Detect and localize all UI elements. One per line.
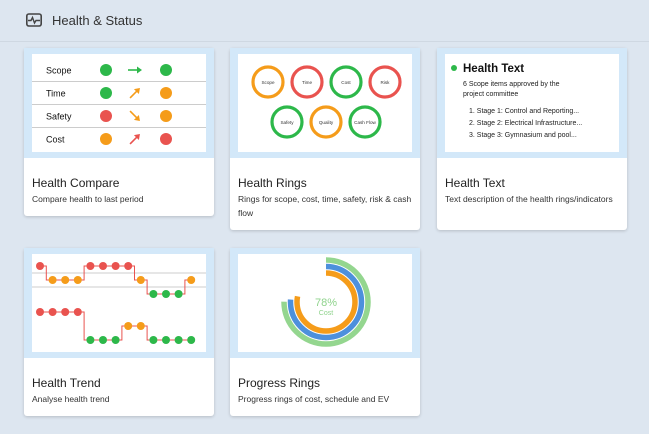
trend-arrow-icon bbox=[128, 66, 142, 74]
trend-point-b bbox=[124, 322, 133, 330]
previous-status-dot bbox=[100, 110, 112, 122]
ring-label: Risk bbox=[381, 80, 391, 85]
health-compare-preview: Scope Time Safety Cost bbox=[32, 54, 206, 152]
trend-point-b bbox=[162, 336, 170, 344]
trend-arrow-icon bbox=[129, 88, 140, 99]
card-health-compare[interactable]: Scope Time Safety Cost Health Compare Compa… bbox=[24, 48, 214, 216]
card-description: Analyse health trend bbox=[32, 394, 110, 404]
card-description: Rings for scope, cost, time, safety, ris… bbox=[238, 194, 412, 218]
progress-value: 78% bbox=[315, 297, 337, 309]
preview-summary-line: 6 Scope items approved by the bbox=[463, 81, 560, 88]
health-ring: Safety bbox=[270, 105, 304, 139]
preview-list-item: 3. Stage 3: Gymnasium and pool... bbox=[469, 132, 577, 139]
card-title: Health Compare bbox=[32, 176, 120, 190]
trend-point-b bbox=[36, 308, 44, 316]
ring-label: Safety bbox=[280, 120, 294, 125]
current-status-dot bbox=[160, 110, 172, 122]
card-title: Progress Rings bbox=[238, 376, 321, 390]
preview-heading: Health Text bbox=[463, 63, 524, 75]
health-text-preview: Health Text 6 Scope items approved by th… bbox=[445, 54, 619, 152]
trend-point-a bbox=[73, 276, 82, 284]
health-ring: Quality bbox=[309, 105, 343, 139]
card-preview: 78% Cost bbox=[230, 248, 420, 358]
trend-point-b bbox=[99, 336, 107, 344]
current-status-dot bbox=[160, 64, 172, 76]
health-rings-preview: Scope Time Cost Risk Safety Quality Cash Flow bbox=[238, 54, 412, 152]
ring-label: Time bbox=[302, 80, 312, 85]
trend-point-a bbox=[187, 276, 196, 284]
trend-point-a bbox=[174, 290, 183, 298]
card-preview bbox=[24, 248, 214, 358]
previous-status-dot bbox=[100, 133, 112, 145]
preview-summary-line: project committee bbox=[463, 91, 518, 98]
page-title: Health & Status bbox=[52, 13, 143, 28]
trend-point-a bbox=[162, 290, 170, 298]
health-ring: Time bbox=[290, 65, 324, 99]
card-health-rings[interactable]: Scope Time Cost Risk Safety Quality Cash Flow … bbox=[230, 48, 420, 230]
progress-label: Cost bbox=[319, 310, 333, 317]
compare-row-label: Safety bbox=[46, 112, 72, 122]
preview-list-item: 1. Stage 1: Control and Reporting... bbox=[469, 108, 579, 115]
trend-point-a bbox=[136, 276, 145, 284]
trend-point-b bbox=[174, 336, 183, 344]
health-ring: Risk bbox=[368, 65, 402, 99]
previous-status-dot bbox=[100, 87, 112, 99]
card-description: Text description of the health rings/ind… bbox=[445, 194, 613, 204]
trend-point-b bbox=[86, 336, 95, 344]
card-health-trend[interactable]: Health Trend Analyse health trend bbox=[24, 248, 214, 416]
trend-point-b bbox=[149, 336, 158, 344]
health-ring: Cash Flow bbox=[348, 105, 382, 139]
trend-point-a bbox=[61, 276, 70, 284]
card-description: Compare health to last period bbox=[32, 194, 144, 204]
progress-ring-cost bbox=[294, 270, 358, 334]
ring-label: Cost bbox=[341, 80, 351, 85]
trend-point-a bbox=[86, 262, 95, 270]
trend-arrow-icon bbox=[129, 134, 140, 145]
card-progress-rings[interactable]: 78% Cost Progress Rings Progress rings o… bbox=[230, 248, 420, 416]
card-title: Health Rings bbox=[238, 176, 307, 190]
card-health-text[interactable]: Health Text 6 Scope items approved by th… bbox=[437, 48, 627, 230]
current-status-dot bbox=[160, 133, 172, 145]
pulse-icon bbox=[26, 13, 42, 27]
trend-point-b bbox=[73, 308, 82, 316]
ring-label: Cash Flow bbox=[354, 120, 376, 125]
status-dot bbox=[451, 65, 457, 71]
trend-point-b bbox=[111, 336, 120, 344]
card-preview: Health Text 6 Scope items approved by th… bbox=[437, 48, 627, 158]
trend-point-b bbox=[136, 322, 145, 330]
ring-label: Scope bbox=[261, 80, 274, 85]
trend-point-a bbox=[149, 290, 158, 298]
progress-ring-schedule bbox=[287, 263, 365, 341]
preview-list-item: 2. Stage 2: Electrical Infrastructure... bbox=[469, 120, 582, 127]
health-ring: Scope bbox=[251, 65, 285, 99]
trend-point-a bbox=[36, 262, 44, 270]
card-title: Health Trend bbox=[32, 376, 101, 390]
page-header: Health & Status bbox=[0, 0, 649, 42]
compare-row-label: Cost bbox=[46, 135, 65, 145]
trend-point-a bbox=[48, 276, 57, 284]
previous-status-dot bbox=[100, 64, 112, 76]
ring-label: Quality bbox=[319, 120, 334, 125]
compare-row-label: Scope bbox=[46, 66, 72, 76]
trend-point-a bbox=[99, 262, 107, 270]
health-ring: Cost bbox=[329, 65, 363, 99]
trend-arrow-icon bbox=[129, 110, 140, 121]
trend-point-a bbox=[124, 262, 133, 270]
health-trend-preview bbox=[32, 254, 206, 352]
progress-rings-preview: 78% Cost bbox=[238, 254, 412, 352]
card-preview: Scope Time Safety Cost bbox=[24, 48, 214, 158]
trend-point-b bbox=[48, 308, 57, 316]
card-description: Progress rings of cost, schedule and EV bbox=[238, 394, 390, 404]
current-status-dot bbox=[160, 87, 172, 99]
compare-row-label: Time bbox=[46, 89, 66, 99]
card-preview: Scope Time Cost Risk Safety Quality Cash Flow bbox=[230, 48, 420, 158]
trend-point-a bbox=[111, 262, 120, 270]
progress-ring-ev bbox=[281, 257, 371, 347]
trend-point-b bbox=[61, 308, 70, 316]
card-title: Health Text bbox=[445, 176, 505, 190]
trend-point-b bbox=[187, 336, 196, 344]
